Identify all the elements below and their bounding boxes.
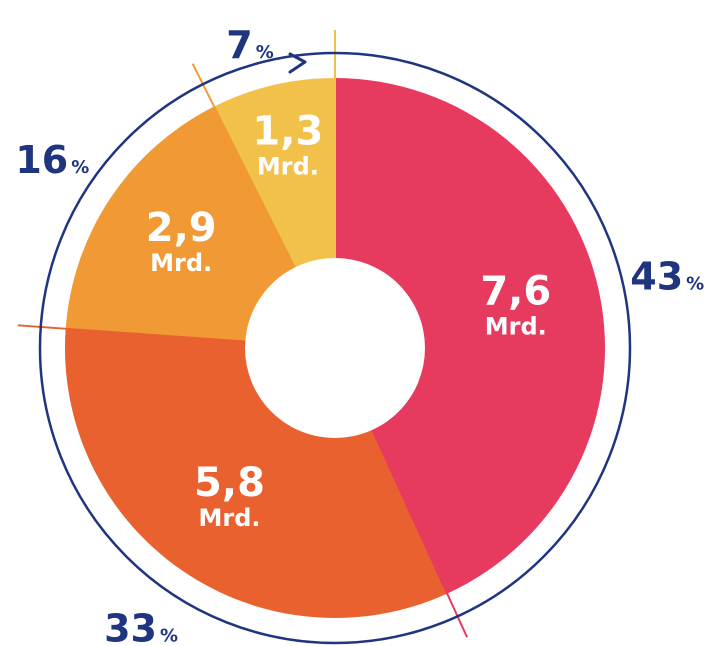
percent-label-3: 7%	[226, 23, 274, 67]
percent-label-0: 43%	[630, 255, 704, 299]
outer-ring	[38, 51, 632, 645]
slice-unit-3: Mrd.	[257, 152, 319, 180]
percent-label-2: 16%	[15, 138, 89, 182]
donut-hole	[245, 258, 425, 438]
slice-value-0: 7,6	[480, 269, 551, 315]
percent-label-1: 33%	[104, 606, 178, 646]
slice-2	[65, 106, 335, 348]
arrow-head	[288, 52, 307, 74]
percent-labels-group: 43 % 33 % 16 % 7%	[15, 23, 704, 646]
slice-value-1: 5,8	[194, 460, 265, 506]
slice-value-3: 1,3	[252, 108, 323, 154]
slice-value-2: 2,9	[146, 205, 217, 251]
slice-unit-2: Mrd.	[150, 249, 212, 277]
slice-unit-1: Mrd.	[198, 504, 260, 532]
slice-0	[335, 78, 605, 594]
slice-unit-0: Mrd.	[485, 313, 547, 341]
